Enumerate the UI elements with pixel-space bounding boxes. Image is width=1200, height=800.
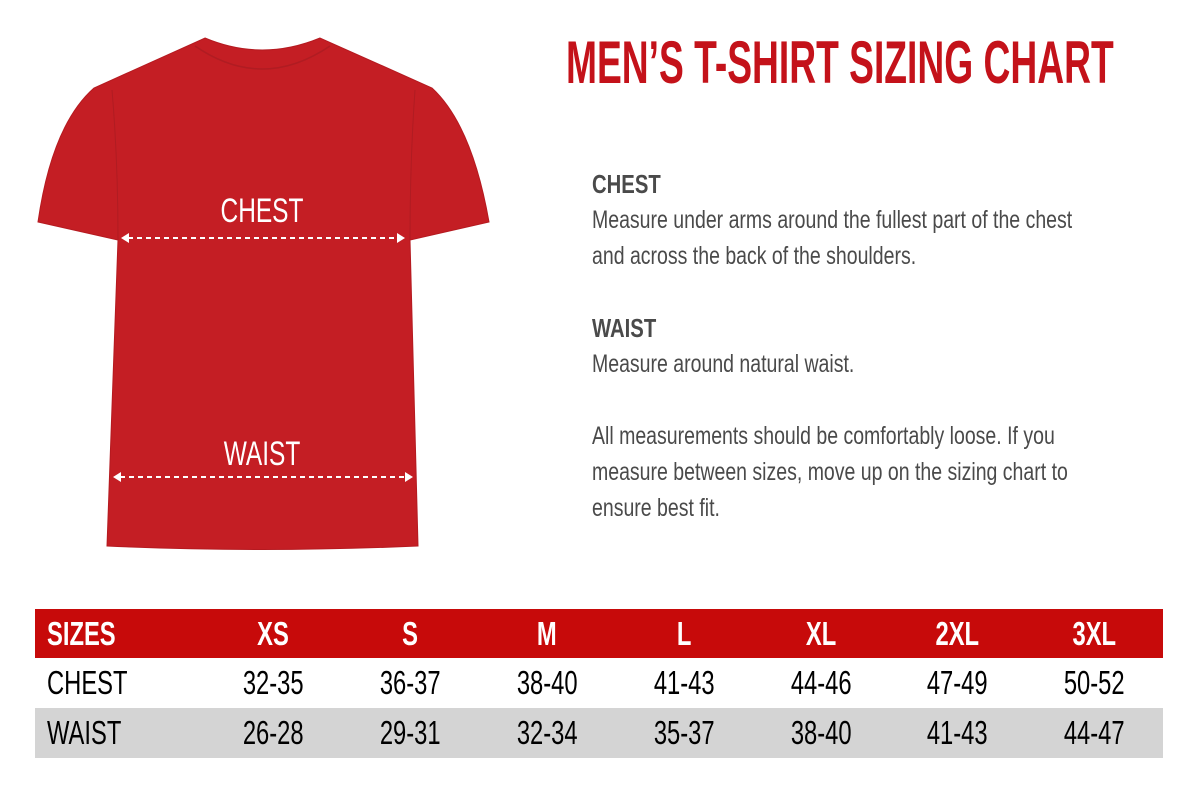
table-header-row: SIZES XS S M L XL 2XL 3XL	[35, 609, 1163, 658]
chest-heading: CHEST	[592, 169, 661, 199]
collar-line	[194, 45, 331, 70]
table-cell: 36-37	[379, 664, 441, 701]
header-cell: SIZES	[35, 609, 205, 658]
table-cell: 38-40	[516, 664, 578, 701]
table-cell: 41-43	[889, 708, 1027, 758]
header-cell: 3XL	[1026, 609, 1163, 658]
size-table: SIZES XS S M L XL 2XL 3XL CHEST 32-35 36…	[35, 609, 1163, 758]
row-label: WAIST	[35, 708, 205, 758]
tshirt-shape	[37, 37, 490, 550]
tshirt-illustration: CHEST WAIST	[37, 37, 490, 550]
waist-instructions: WAIST Measure around natural waist.	[592, 310, 1099, 382]
fit-note: All measurements should be comfortably l…	[592, 418, 1099, 526]
chest-instructions: CHEST Measure under arms around the full…	[592, 166, 1099, 274]
waist-text: Measure around natural waist.	[592, 350, 855, 378]
fit-note-text: All measurements should be comfortably l…	[592, 422, 1068, 522]
sleeve-seam-left	[111, 89, 119, 241]
table-cell: 35-37	[615, 708, 753, 758]
table-row: WAIST 26-28 29-31 32-34 35-37 38-40 41-4…	[35, 708, 1163, 758]
sleeve-seam-right	[409, 89, 416, 241]
header-cell: S	[341, 609, 479, 658]
header-cell: XL	[752, 609, 890, 658]
row-label: CHEST	[47, 664, 128, 701]
table-cell: 32-35	[243, 664, 304, 701]
header-cell: M	[478, 609, 616, 658]
header-cell: XS	[205, 609, 342, 658]
table-cell: 26-28	[205, 708, 342, 758]
table-cell: 44-47	[1026, 708, 1163, 758]
table-cell: 32-34	[478, 708, 616, 758]
arrow-right-icon	[405, 472, 413, 482]
header-cell: 2XL	[889, 609, 1027, 658]
waist-heading: WAIST	[592, 313, 657, 343]
arrow-right-icon	[397, 233, 405, 243]
waist-measure-label: WAIST	[224, 435, 301, 473]
table-cell: 44-46	[790, 664, 852, 701]
chest-measure-label: CHEST	[221, 192, 304, 230]
table-cell: 47-49	[927, 664, 989, 701]
chest-text: Measure under arms around the fullest pa…	[592, 206, 1073, 270]
arrow-left-icon	[113, 472, 121, 482]
table-cell: 29-31	[341, 708, 479, 758]
table-cell: 50-52	[1064, 664, 1125, 701]
page-title: MEN’S T-SHIRT SIZING CHART	[566, 29, 1114, 96]
arrow-left-icon	[121, 233, 129, 243]
table-cell: 38-40	[752, 708, 890, 758]
table-row: CHEST 32-35 36-37 38-40 41-43 44-46 47-4…	[35, 658, 1163, 708]
table-cell: 41-43	[653, 664, 715, 701]
header-cell: L	[615, 609, 753, 658]
